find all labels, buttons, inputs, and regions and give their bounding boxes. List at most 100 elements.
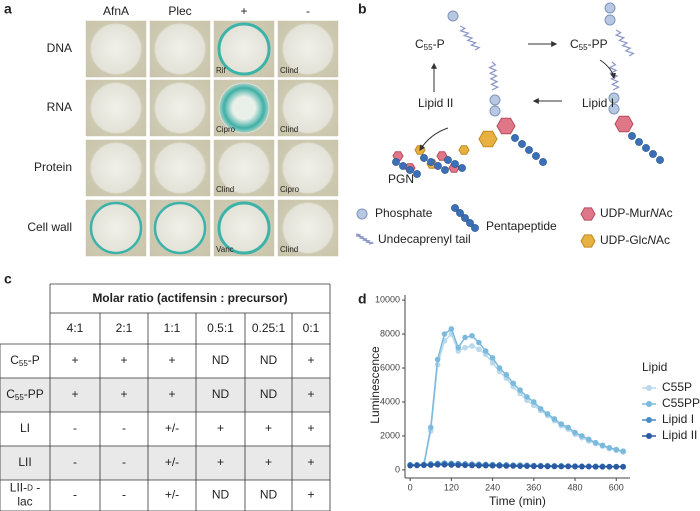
cell: ND: [212, 353, 230, 367]
point: [544, 411, 551, 417]
text-span: Ac: [659, 206, 673, 220]
plate: [218, 142, 270, 194]
point: [469, 462, 475, 469]
text-span: LI: [20, 421, 30, 435]
point: [531, 463, 537, 470]
plate: [282, 82, 334, 134]
legend-swatch: [646, 401, 652, 407]
point: [558, 421, 565, 427]
legend-swatch: [646, 385, 652, 391]
x-tick-label: 360: [526, 482, 541, 492]
point: [579, 433, 585, 439]
point: [592, 439, 599, 446]
panel-label: d: [358, 291, 367, 307]
cell: +/-: [165, 421, 179, 435]
text-span: 55: [15, 393, 24, 402]
point: [537, 405, 544, 412]
row-label: C55-P: [10, 353, 40, 368]
arrow: [419, 127, 449, 152]
plate: [217, 22, 271, 76]
ratio: 4:1: [67, 321, 84, 335]
point: [524, 463, 530, 469]
amino-acid: [434, 162, 442, 170]
panel-label: c: [4, 271, 12, 287]
point: [489, 360, 496, 366]
text-span: PGN: [388, 172, 414, 186]
cell: -: [122, 455, 126, 469]
amino-acid: [399, 162, 407, 170]
text-span: C: [6, 387, 15, 401]
amino-acid: [427, 158, 435, 166]
sugar: [614, 115, 634, 133]
text-span: 55: [579, 43, 588, 52]
row-label: Cell wall: [27, 220, 72, 234]
amino-acid: [525, 146, 533, 154]
legend-label: Lipid I: [662, 412, 694, 426]
phosphate: [604, 2, 616, 14]
amino-acid: [539, 158, 547, 166]
point: [551, 463, 558, 470]
text-span: 55: [424, 43, 433, 52]
sugar: [458, 145, 470, 155]
row-shade: [0, 446, 330, 480]
text-span: C: [415, 37, 424, 51]
point: [414, 462, 420, 469]
point: [565, 424, 571, 431]
amino-acid: [461, 214, 469, 222]
legend-label: UDP-MurNAc: [600, 206, 673, 220]
amino-acid: [441, 166, 449, 174]
control-label: Clind: [216, 185, 234, 194]
amino-acid: [392, 158, 400, 166]
plate: [217, 201, 271, 255]
stage-label: Lipid II: [418, 96, 453, 110]
phosphate: [356, 208, 368, 220]
row-label: C55-PP: [6, 387, 44, 402]
amino-acid: [471, 224, 479, 232]
point: [496, 463, 503, 469]
point: [613, 446, 620, 453]
point: [510, 380, 517, 387]
cell: +: [307, 387, 314, 401]
point: [455, 344, 462, 351]
point: [441, 462, 448, 468]
text-span: N: [647, 233, 656, 247]
phosphate: [608, 103, 620, 115]
amino-acid: [635, 138, 643, 146]
amino-acid: [456, 209, 464, 217]
x-tick-label: 600: [609, 482, 624, 492]
point: [482, 462, 489, 469]
text-span: lac: [17, 495, 32, 509]
amino-acid: [451, 204, 459, 212]
point: [551, 416, 558, 422]
series-line: [410, 332, 624, 466]
cell: -: [73, 488, 77, 502]
legend-swatch: [646, 417, 652, 423]
phosphate: [604, 14, 616, 26]
cell: +: [307, 455, 314, 469]
stage-label: C55-PP: [570, 37, 608, 52]
phosphate: [447, 10, 459, 22]
text-span: Ac: [656, 233, 670, 247]
plate: [153, 201, 207, 255]
cell: +: [265, 455, 272, 469]
point: [606, 445, 613, 451]
amino-acid: [413, 170, 421, 178]
plate: [218, 82, 270, 134]
sugar: [580, 207, 596, 221]
sugar: [496, 117, 516, 135]
point: [565, 463, 571, 470]
point: [572, 429, 578, 436]
control-label: Clind: [280, 125, 298, 134]
cell: +: [120, 353, 127, 367]
row-label: Protein: [34, 160, 72, 174]
column-header: +: [240, 4, 247, 18]
plate: [90, 23, 142, 75]
point: [434, 356, 441, 363]
point: [599, 464, 606, 470]
amino-acid: [656, 156, 664, 164]
control-label: Cipro: [280, 185, 300, 194]
point: [434, 462, 441, 468]
amino-acid: [406, 166, 414, 174]
control-label: Clind: [280, 66, 298, 75]
cell: -: [122, 421, 126, 435]
